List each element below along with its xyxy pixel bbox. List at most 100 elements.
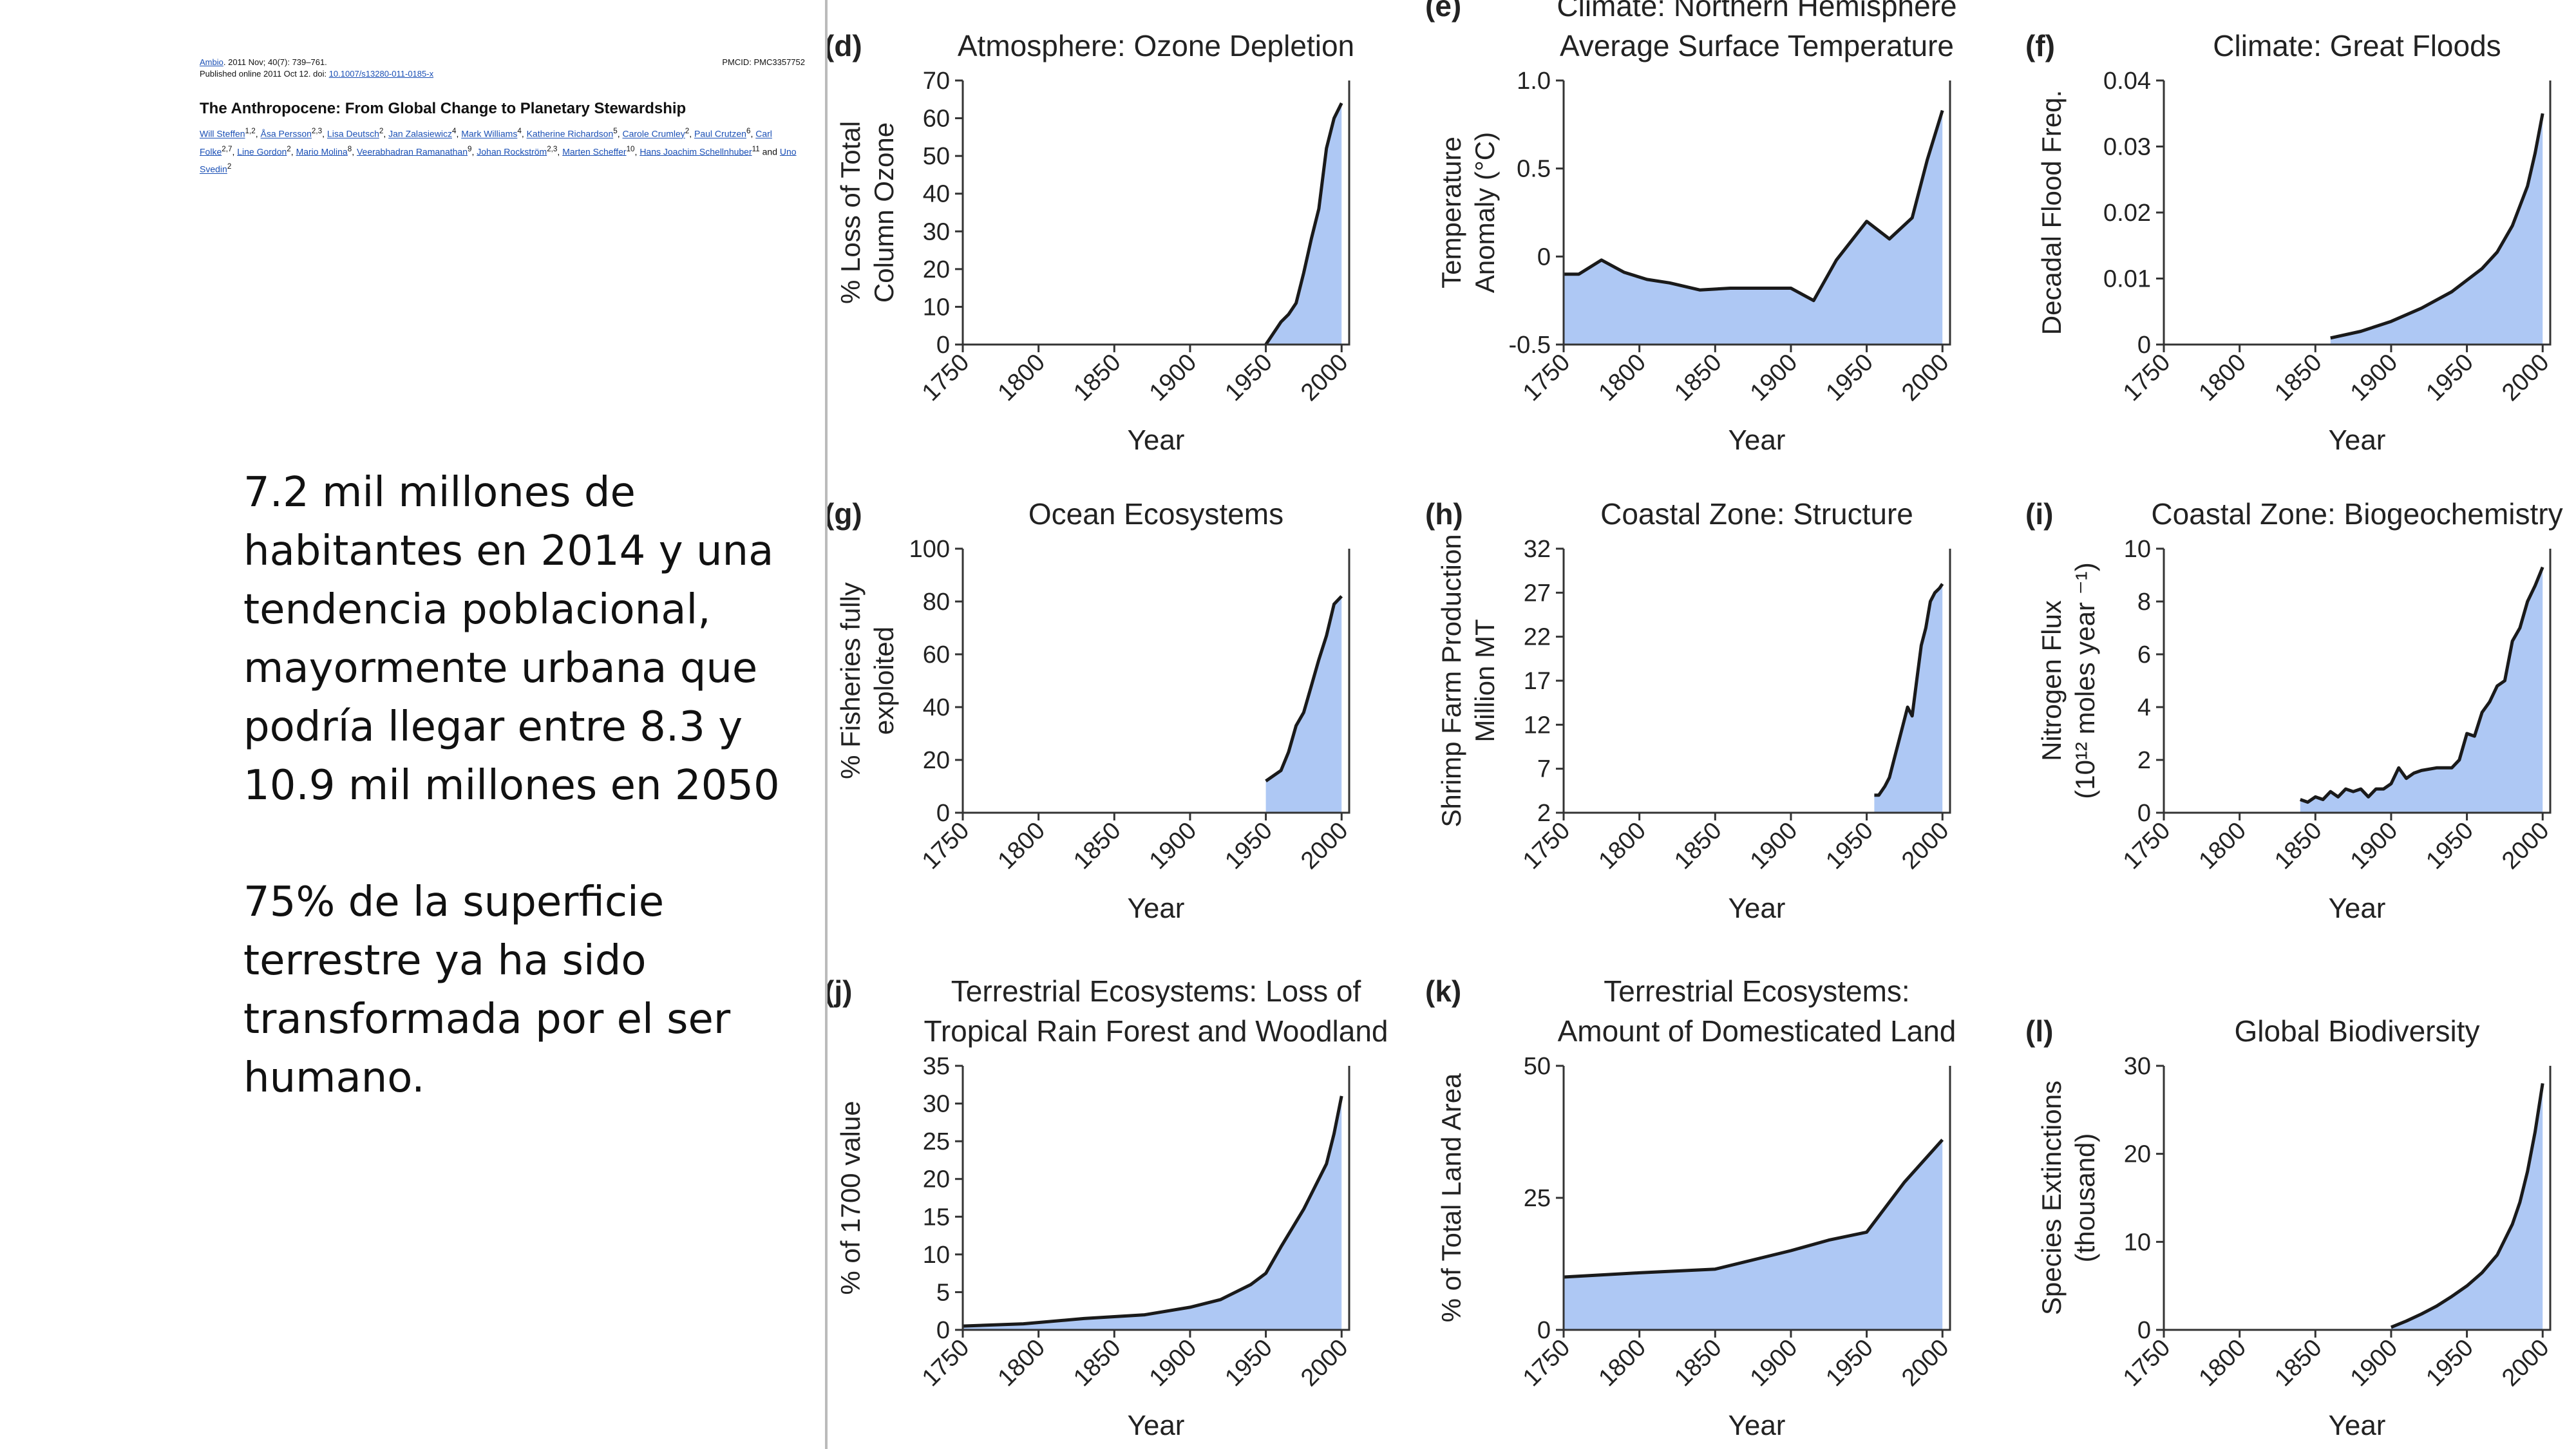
author-affiliation: 2	[379, 127, 384, 135]
x-tick-label: 1850	[1669, 817, 1727, 875]
author-affiliation: 11	[752, 144, 760, 153]
y-tick-label: 0	[1537, 243, 1551, 270]
axis-frame	[961, 549, 1350, 814]
y-tick-label: 4	[2137, 694, 2151, 721]
y-tick-label: 5	[936, 1279, 950, 1306]
author-link[interactable]: Lisa Deutsch	[327, 128, 379, 139]
author-link[interactable]: Mario Molina	[296, 146, 348, 157]
y-tick-label: 10	[923, 1242, 950, 1269]
y-axis-title: (10¹² moles year ⁻¹)	[2070, 562, 2100, 799]
y-tick-label: 30	[2124, 1053, 2151, 1080]
y-tick-label: 32	[1524, 536, 1551, 563]
x-tick-label: 1900	[1144, 349, 1202, 406]
author-link[interactable]: Veerabhadran Ramanathan	[356, 146, 468, 157]
x-tick-label: 1900	[2345, 817, 2403, 875]
x-tick-label: 1850	[2269, 817, 2327, 875]
author-affiliation: 4	[517, 127, 522, 135]
series-area	[963, 1095, 1342, 1330]
author-link[interactable]: Carole Crumley	[622, 128, 685, 139]
panel-letter: (l)	[2025, 1014, 2053, 1048]
y-tick-label: 0	[2137, 800, 2151, 827]
author-affiliation: 5	[613, 127, 618, 135]
y-tick-label: 0	[936, 800, 950, 827]
y-tick-label: 0.5	[1517, 156, 1551, 183]
series-area	[1564, 1139, 1943, 1330]
x-tick-label: 2000	[1897, 1334, 1954, 1392]
panel-title: Climate: Great Floods	[2213, 29, 2501, 62]
x-tick-label: 1900	[1144, 1334, 1202, 1392]
y-tick-label: 0	[1537, 1317, 1551, 1344]
series-line	[1264, 102, 1343, 346]
author-link[interactable]: Uno Svedin	[200, 146, 797, 175]
y-tick-label: 15	[923, 1204, 950, 1231]
x-tick-label: 1900	[2345, 1334, 2403, 1392]
y-tick-label: 17	[1524, 668, 1551, 695]
panel-letter: (j)	[824, 974, 852, 1008]
panel-letter: (h)	[1425, 497, 1463, 531]
author-link[interactable]: Marten Scheffer	[562, 146, 627, 157]
y-tick-label: 60	[923, 641, 950, 668]
doi-link[interactable]: 10.1007/s13280-011-0185-x	[328, 69, 434, 79]
x-tick-label: 1900	[1144, 817, 1202, 875]
author-link[interactable]: Carl Folke	[200, 128, 772, 157]
x-tick-label: 1950	[1220, 349, 1277, 406]
panel-letter: (i)	[2025, 497, 2053, 531]
y-axis-title: % Loss of Total	[835, 121, 866, 304]
author-link[interactable]: Johan Rockström	[477, 146, 547, 157]
y-tick-label: 60	[923, 106, 950, 133]
y-axis-title: Species Extinctions	[2036, 1081, 2067, 1315]
y-tick-label: 25	[923, 1128, 950, 1155]
author-list: Will Steffen1,2, Åsa Persson2,3, Lisa De…	[200, 127, 797, 175]
x-tick-label: 1950	[2421, 817, 2478, 875]
series-area	[2391, 1083, 2543, 1330]
x-tick-label: 1800	[2194, 817, 2251, 875]
series-area	[2300, 567, 2543, 813]
y-tick-label: 50	[1524, 1053, 1551, 1080]
journal-link[interactable]: Ambio	[200, 57, 223, 67]
y-axis-title: Million MT	[1470, 619, 1500, 742]
author-link[interactable]: Åsa Persson	[260, 128, 312, 139]
panel-title: Tropical Rain Forest and Woodland	[923, 1014, 1388, 1048]
x-tick-label: 2000	[1897, 817, 1954, 875]
series-area	[1265, 596, 1342, 813]
author-link[interactable]: Paul Crutzen	[694, 128, 746, 139]
y-tick-label: 20	[923, 256, 950, 283]
x-tick-label: 1950	[2421, 349, 2478, 406]
y-tick-label: 30	[923, 1091, 950, 1118]
y-axis-title: Anomaly (°C)	[1470, 132, 1500, 293]
author-link[interactable]: Katherine Richardson	[526, 128, 614, 139]
author-affiliation: 9	[468, 144, 472, 153]
x-tick-label: 2000	[2497, 1334, 2554, 1392]
author-link[interactable]: Mark Williams	[461, 128, 518, 139]
panel-title: Average Surface Temperature	[1560, 29, 1954, 62]
x-tick-label: 1950	[1821, 349, 1878, 406]
author-link[interactable]: Jan Zalasiewicz	[388, 128, 452, 139]
author-affiliation: 2	[685, 127, 690, 135]
y-tick-label: 20	[2124, 1141, 2151, 1168]
x-tick-label: 1850	[1068, 817, 1126, 875]
x-axis-title: Year	[1128, 424, 1185, 456]
author-affiliation: 8	[347, 144, 352, 153]
y-tick-label: 12	[1524, 712, 1551, 739]
x-tick-label: 1850	[1669, 1334, 1727, 1392]
x-tick-label: 1900	[2345, 349, 2403, 406]
author-link[interactable]: Will Steffen	[200, 128, 245, 139]
y-tick-label: 22	[1524, 624, 1551, 651]
y-tick-label: 6	[2137, 641, 2151, 668]
y-tick-label: 0	[936, 332, 950, 359]
panel-title: Coastal Zone: Biogeochemistry	[2151, 497, 2562, 531]
x-tick-label: 1900	[1745, 1334, 1803, 1392]
author-link[interactable]: Line Gordon	[237, 146, 287, 157]
y-tick-label: 40	[923, 181, 950, 208]
author-link[interactable]: Hans Joachim Schellnhuber	[639, 146, 752, 157]
y-tick-label: 10	[923, 294, 950, 321]
panel-title: Terrestrial Ecosystems:	[1604, 974, 1909, 1008]
author-and-word: and	[759, 146, 780, 157]
